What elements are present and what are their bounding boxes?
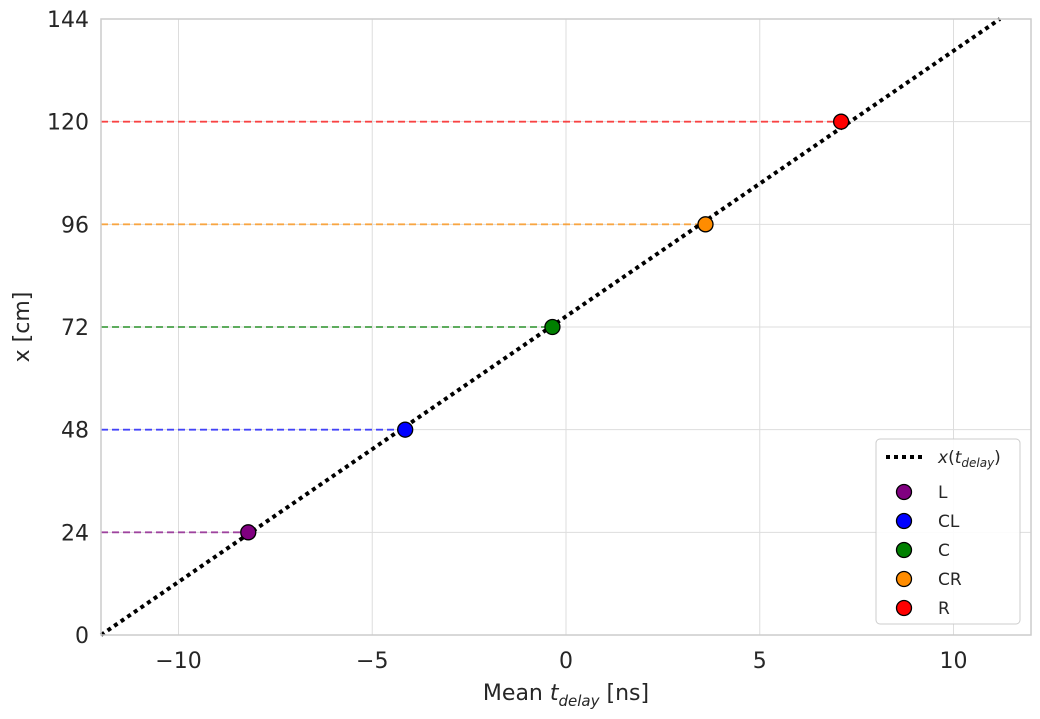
y-axis-label: x [cm] <box>10 292 35 363</box>
point-l <box>240 524 257 541</box>
legend-swatch-r <box>895 599 913 617</box>
legend: x(tdelay) L CL C CR R <box>875 438 1021 625</box>
y-tick-label: 48 <box>61 419 89 444</box>
x-tick-label: 5 <box>753 649 767 674</box>
x-tick-label: 10 <box>940 649 968 674</box>
legend-label-cr: CR <box>938 570 962 590</box>
point-r <box>832 113 850 130</box>
legend-swatch-l <box>895 483 913 501</box>
plot-frame <box>100 18 1032 636</box>
reference-hlines <box>101 120 842 534</box>
legend-label-r: R <box>938 599 950 619</box>
y-tick-label: 144 <box>47 8 89 33</box>
x-tick-label: −5 <box>356 649 388 674</box>
x-axis-label: Mean tdelay [ns] <box>483 681 649 710</box>
point-cr <box>697 216 714 233</box>
y-tick-labels: 0 24 48 72 96 120 144 <box>47 8 89 649</box>
legend-swatch-cl <box>895 512 913 530</box>
point-cl <box>397 421 414 438</box>
point-c <box>544 318 561 336</box>
legend-label-l: L <box>938 483 948 503</box>
data-points <box>240 113 850 541</box>
y-tick-label: 0 <box>75 624 89 649</box>
x-tick-labels: −10 −5 0 5 10 <box>155 649 967 674</box>
y-tick-label: 72 <box>61 316 89 341</box>
legend-label-c: C <box>938 541 950 561</box>
legend-label-cl: CL <box>938 512 960 532</box>
legend-swatch-c <box>895 541 913 559</box>
y-tick-label: 120 <box>47 111 89 136</box>
x-tick-label: −10 <box>155 649 201 674</box>
y-tick-label: 24 <box>61 521 89 546</box>
x-tick-label: 0 <box>559 649 573 674</box>
y-tick-label: 96 <box>61 213 89 238</box>
legend-swatch-cr <box>895 570 913 588</box>
legend-items: x(tdelay) L CL C CR R <box>886 448 1001 619</box>
legend-fit-label: x(tdelay) <box>937 448 1001 470</box>
